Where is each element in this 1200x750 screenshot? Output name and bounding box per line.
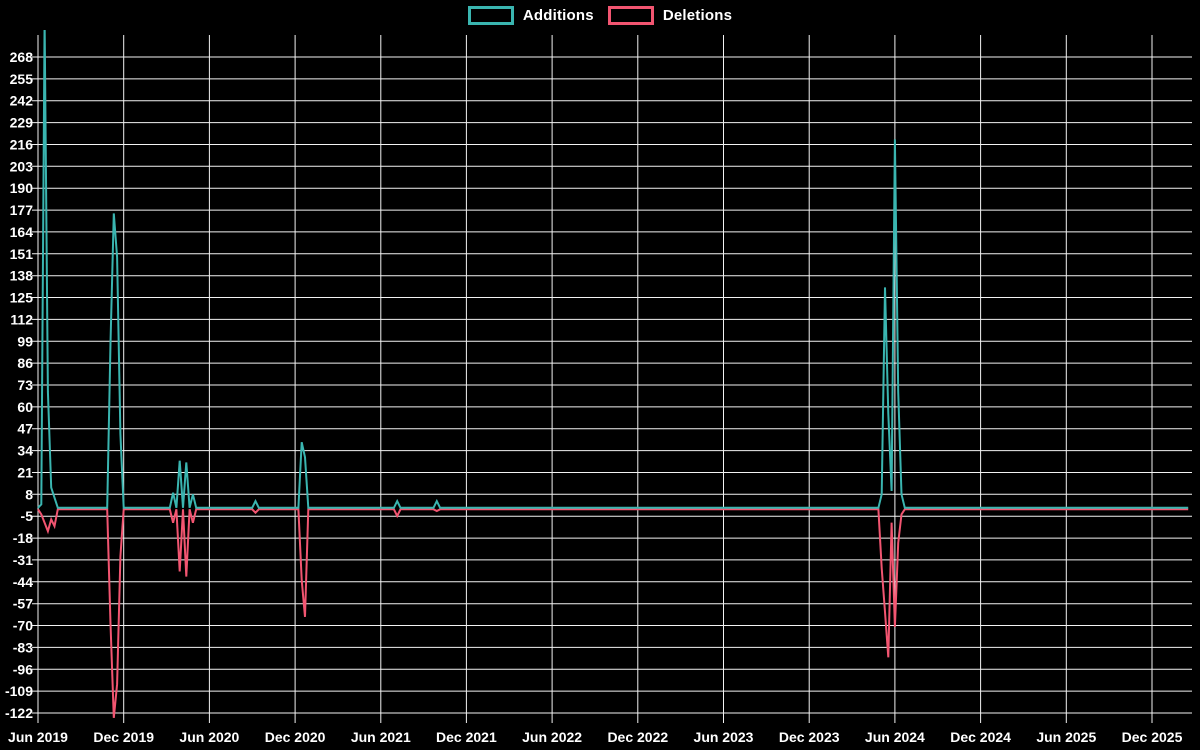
x-axis-tick-label: Jun 2022 bbox=[522, 729, 582, 745]
legend-item-deletions[interactable]: Deletions bbox=[607, 6, 733, 25]
y-axis-tick-label: -18 bbox=[13, 530, 33, 546]
x-axis-tick-label: Jun 2024 bbox=[865, 729, 925, 745]
y-axis-tick-label: 268 bbox=[10, 49, 34, 65]
y-axis-tick-label: 86 bbox=[17, 355, 33, 371]
y-axis-tick-label: 99 bbox=[17, 333, 33, 349]
y-axis-tick-label: 229 bbox=[10, 115, 34, 131]
y-axis-tick-label: -83 bbox=[13, 639, 33, 655]
y-axis-tick-label: 242 bbox=[10, 93, 34, 109]
x-axis-tick-label: Dec 2025 bbox=[1122, 729, 1183, 745]
y-axis-tick-label: -122 bbox=[5, 705, 33, 721]
y-axis-tick-label: -5 bbox=[21, 508, 34, 524]
y-axis-tick-label: 255 bbox=[10, 71, 34, 87]
x-axis-tick-label: Dec 2024 bbox=[950, 729, 1011, 745]
y-axis-tick-label: 203 bbox=[10, 158, 34, 174]
additions-swatch-icon bbox=[467, 6, 514, 25]
y-axis-tick-label: 151 bbox=[10, 246, 34, 262]
legend-item-additions[interactable]: Additions bbox=[467, 6, 594, 25]
y-axis-tick-label: 125 bbox=[10, 290, 34, 306]
y-axis-tick-label: -44 bbox=[13, 574, 33, 590]
legend: Additions Deletions bbox=[0, 6, 1200, 25]
y-axis-tick-label: 60 bbox=[17, 399, 33, 415]
x-axis-tick-label: Dec 2023 bbox=[779, 729, 840, 745]
y-axis-tick-label: 73 bbox=[17, 377, 33, 393]
y-axis-tick-label: 190 bbox=[10, 180, 34, 196]
y-axis-tick-label: -57 bbox=[13, 596, 33, 612]
y-axis-tick-label: -70 bbox=[13, 618, 33, 634]
series-line-additions bbox=[37, 30, 1189, 509]
series-line-deletions bbox=[37, 508, 1189, 718]
y-axis-tick-label: -31 bbox=[13, 552, 33, 568]
x-axis-tick-label: Jun 2023 bbox=[694, 729, 754, 745]
y-axis-tick-label: 138 bbox=[10, 268, 34, 284]
x-axis-tick-label: Jun 2025 bbox=[1036, 729, 1096, 745]
x-axis-tick-label: Jun 2020 bbox=[179, 729, 239, 745]
legend-additions-label: Additions bbox=[522, 7, 594, 24]
y-axis-tick-label: -109 bbox=[5, 683, 33, 699]
x-axis-tick-label: Jun 2019 bbox=[8, 729, 68, 745]
y-axis-tick-label: 112 bbox=[10, 311, 33, 327]
x-axis-tick-label: Dec 2022 bbox=[607, 729, 668, 745]
y-axis-tick-label: 47 bbox=[17, 421, 33, 437]
y-axis-tick-label: 21 bbox=[17, 465, 33, 481]
x-axis-tick-label: Dec 2019 bbox=[93, 729, 154, 745]
x-axis-tick-label: Dec 2021 bbox=[436, 729, 497, 745]
y-axis-tick-label: 216 bbox=[10, 137, 34, 153]
y-axis-tick-label: 177 bbox=[10, 202, 34, 218]
y-axis-tick-label: 164 bbox=[10, 224, 34, 240]
x-axis-tick-label: Jun 2021 bbox=[351, 729, 411, 745]
x-axis-tick-label: Dec 2020 bbox=[265, 729, 326, 745]
y-axis-tick-label: 34 bbox=[17, 443, 33, 459]
deletions-swatch-icon bbox=[607, 6, 654, 25]
legend-deletions-label: Deletions bbox=[662, 7, 733, 24]
y-axis-tick-label: 8 bbox=[25, 486, 33, 502]
y-axis-tick-label: -96 bbox=[13, 661, 33, 677]
